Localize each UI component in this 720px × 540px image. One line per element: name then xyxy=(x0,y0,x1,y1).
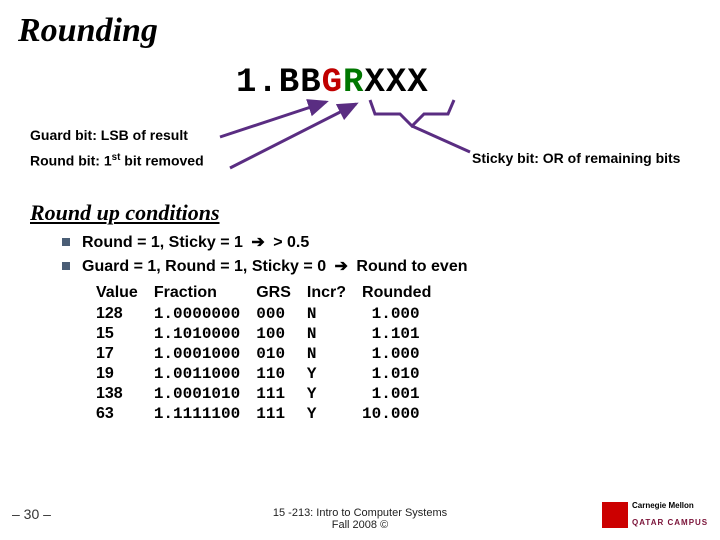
brace-stem xyxy=(412,126,470,152)
implies-arrow-icon: ➔ xyxy=(247,234,268,251)
bits-xxx: XXX xyxy=(364,64,428,102)
table-header-row: Value Fraction GRS Incr? Rounded xyxy=(94,282,450,304)
bits-prefix: 1.BB xyxy=(236,64,322,102)
sticky-brace xyxy=(370,100,454,126)
table-row: 1281.0000000000N1.000 xyxy=(94,304,450,324)
col-grs: GRS xyxy=(254,282,305,304)
carnegie-mellon-logo: Carnegie Mellon QATAR CAMPUS xyxy=(598,498,714,534)
logo-campus: QATAR CAMPUS xyxy=(632,518,708,527)
guard-arrow xyxy=(220,102,326,137)
rounding-table: Value Fraction GRS Incr? Rounded 1281.00… xyxy=(94,282,450,424)
bit-g: G xyxy=(322,64,343,102)
round-arrow xyxy=(230,104,356,168)
logo-text: Carnegie Mellon xyxy=(632,502,694,510)
col-rounded: Rounded xyxy=(360,282,450,304)
conditions-list: Round = 1, Sticky = 1 ➔ > 0.5 Guard = 1,… xyxy=(62,232,468,280)
col-incr: Incr? xyxy=(305,282,360,304)
list-item: Guard = 1, Round = 1, Sticky = 0 ➔ Round… xyxy=(62,256,468,276)
page-title: Rounding xyxy=(18,12,702,50)
guard-bit-label: Guard bit: LSB of result xyxy=(30,128,204,143)
round-up-conditions-heading: Round up conditions xyxy=(30,200,220,226)
implies-arrow-icon: ➔ xyxy=(331,258,352,275)
table-row: 191.0011000110Y1.010 xyxy=(94,364,450,384)
table-row: 151.1010000100N1.101 xyxy=(94,324,450,344)
table-row: 1381.0001010111Y1.001 xyxy=(94,384,450,404)
table-row: 171.0001000010N1.000 xyxy=(94,344,450,364)
logo-square-icon xyxy=(602,502,628,528)
round-bit-label: Round bit: 1st bit removed xyxy=(30,153,204,169)
bit-string: 1.BBGRXXX xyxy=(236,64,429,102)
col-value: Value xyxy=(94,282,152,304)
bullet-icon xyxy=(62,238,70,246)
col-fraction: Fraction xyxy=(152,282,254,304)
sticky-bit-label: Sticky bit: OR of remaining bits xyxy=(472,150,680,166)
bit-r: R xyxy=(343,64,364,102)
bullet-icon xyxy=(62,262,70,270)
list-item: Round = 1, Sticky = 1 ➔ > 0.5 xyxy=(62,232,468,252)
table-row: 631.1111100111Y10.000 xyxy=(94,404,450,424)
